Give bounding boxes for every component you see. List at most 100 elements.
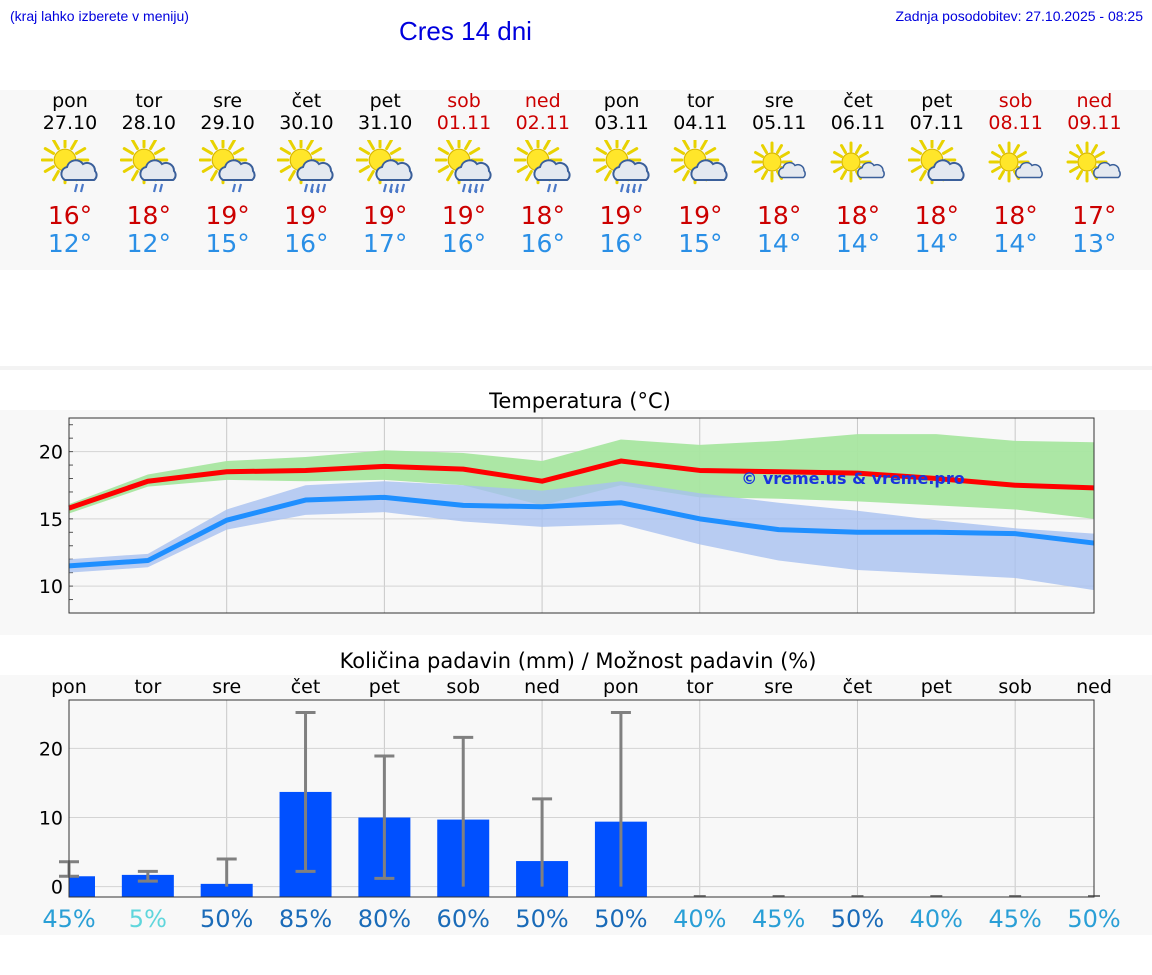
forecast-day: čet 30.10 19° 16° [261,90,351,258]
day-date: 03.11 [594,112,649,134]
category-label: sre [212,676,241,698]
category-label: čet [843,676,873,698]
max-temperature: 18° [835,201,881,230]
precipitation-probability: 45% [752,905,805,933]
max-temperature: 18° [993,201,1038,230]
sun-cloud-heavy-rain-icon [356,140,413,194]
sun-small-cloud-icon [1066,141,1122,183]
min-temperature: 15° [678,229,723,258]
min-temperature-range-band [69,481,1094,591]
precipitation-bar [121,874,174,897]
day-name: sre [764,90,794,112]
min-temperature: 14° [757,229,802,258]
max-temperature: 17° [1072,201,1117,230]
y-tick-label: 10 [39,576,63,598]
sun-small-cloud-icon [830,141,885,183]
sun-cloud-rain-icon [513,140,571,193]
day-name: pon [603,90,640,112]
divider [0,366,1152,370]
max-temperature: 19° [363,201,408,230]
day-name: sob [998,90,1033,112]
day-date: 08.11 [988,112,1043,134]
min-temperature: 16° [441,229,487,258]
forecast-day: ned 09.11 17° 13° [1049,90,1139,258]
category-label: sob [998,676,1032,698]
day-name: sob [447,90,481,112]
day-date: 01.11 [436,112,492,134]
day-name: sre [213,90,243,112]
day-name: pet [921,90,953,112]
max-temperature: 18° [757,201,802,230]
sun-cloud-icon [907,140,965,185]
precipitation-chart-title: Količina padavin (mm) / Možnost padavin … [340,649,817,673]
category-label: čet [291,676,321,698]
temperature-chart-title: Temperatura (°C) [488,389,671,413]
y-tick-label: 20 [39,442,63,464]
min-temperature-line [68,494,1095,569]
max-temperature: 18° [914,201,959,230]
watermark: © vreme.us & vreme.pro [741,469,964,488]
y-tick-label: 20 [39,738,63,760]
day-date: 04.11 [673,112,728,134]
forecast-day: tor 04.11 19° 15° [655,90,745,258]
precipitation-probability: 50% [831,905,884,933]
precipitation-probability: 40% [910,905,963,933]
min-temperature: 14° [914,229,959,258]
sun-cloud-rain-icon [41,140,98,193]
day-date: 07.11 [909,112,964,134]
max-temperature: 19° [599,201,644,230]
forecast-day: sre 29.10 19° 15° [183,90,273,258]
precipitation-bar [200,883,253,897]
last-updated: Zadnja posodobitev: 27.10.2025 - 08:25 [895,8,1143,24]
day-date: 29.10 [200,112,255,134]
max-temperature: 19° [284,201,329,230]
precipitation-plot-frame [68,699,1095,898]
min-temperature: 16° [520,229,565,258]
min-temperature: 17° [363,229,408,258]
forecast-strip: pon 27.10 16° 12° tor 28.10 18° 12° sre 29.10 19° 1… [0,90,1152,270]
category-label: pet [369,676,400,698]
temperature-plot-frame [68,417,1095,614]
category-label: sre [764,676,793,698]
forecast-day: pon 27.10 16° 12° [25,90,115,258]
min-temperature: 14° [993,229,1038,258]
sun-cloud-rain-icon [198,140,256,193]
day-date: 27.10 [42,112,98,134]
y-tick-label: 0 [51,877,63,899]
precipitation-probability: 50% [200,905,253,933]
max-temperature: 18° [126,201,171,230]
forecast-day: čet 06.11 18° 14° [813,90,903,258]
y-tick-label: 15 [39,509,63,531]
max-temperature: 16° [47,201,93,230]
precipitation-probability: 80% [358,905,411,933]
min-temperature: 12° [47,229,93,258]
category-label: pon [603,676,639,698]
sun-cloud-icon [671,140,728,185]
min-temperature: 12° [126,229,171,258]
sun-cloud-heavy-rain-icon [277,140,334,194]
precipitation-probability: 85% [279,905,332,933]
day-name: tor [135,90,163,112]
category-label: tor [686,676,713,698]
day-date: 28.10 [121,112,176,134]
max-temperature-line [68,458,1095,511]
category-label: tor [134,676,161,698]
day-date: 05.11 [751,112,807,134]
day-date: 02.11 [515,112,570,134]
precipitation-probability: 45% [42,905,95,933]
day-date: 09.11 [1067,112,1122,134]
page-title: Cres 14 dni [399,16,532,46]
day-date: 31.10 [357,112,413,134]
category-label: pet [921,676,952,698]
day-name: čet [291,90,322,112]
day-name: tor [686,90,714,112]
min-temperature: 13° [1072,229,1117,258]
forecast-day: tor 28.10 18° 12° [104,90,194,258]
category-label: sob [446,676,480,698]
precipitation-probability: 50% [594,905,647,933]
forecast-day: pet 07.11 18° 14° [892,90,982,258]
sun-small-cloud-icon [988,141,1043,183]
max-temperature: 19° [205,201,250,230]
forecast-day: pon 03.11 19° 16° [577,90,667,258]
